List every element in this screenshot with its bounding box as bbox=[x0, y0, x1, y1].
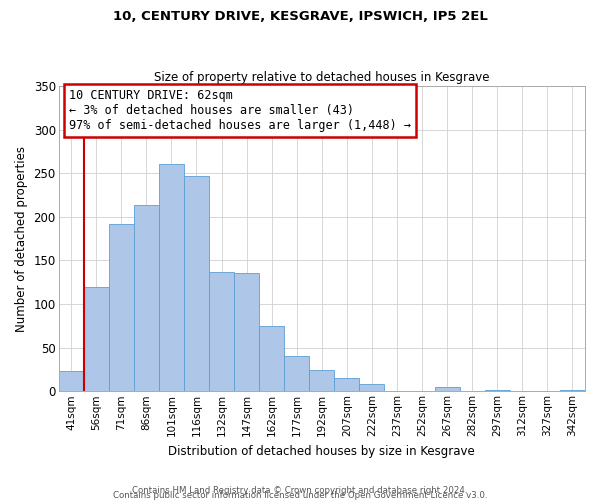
Bar bbox=[284, 356, 309, 392]
Bar bbox=[59, 371, 83, 392]
Y-axis label: Number of detached properties: Number of detached properties bbox=[15, 146, 28, 332]
X-axis label: Distribution of detached houses by size in Kesgrave: Distribution of detached houses by size … bbox=[169, 444, 475, 458]
Bar bbox=[359, 384, 385, 392]
Bar bbox=[485, 390, 510, 392]
Bar bbox=[309, 370, 334, 392]
Bar bbox=[134, 204, 159, 392]
Bar bbox=[83, 286, 109, 392]
Text: Contains HM Land Registry data © Crown copyright and database right 2024.: Contains HM Land Registry data © Crown c… bbox=[132, 486, 468, 495]
Bar bbox=[109, 224, 134, 392]
Bar bbox=[159, 164, 184, 392]
Bar bbox=[209, 272, 234, 392]
Text: 10, CENTURY DRIVE, KESGRAVE, IPSWICH, IP5 2EL: 10, CENTURY DRIVE, KESGRAVE, IPSWICH, IP… bbox=[113, 10, 487, 23]
Bar bbox=[560, 390, 585, 392]
Bar bbox=[434, 387, 460, 392]
Bar bbox=[334, 378, 359, 392]
Text: Contains public sector information licensed under the Open Government Licence v3: Contains public sector information licen… bbox=[113, 491, 487, 500]
Bar bbox=[184, 176, 209, 392]
Bar bbox=[234, 272, 259, 392]
Bar bbox=[259, 326, 284, 392]
Text: 10 CENTURY DRIVE: 62sqm
← 3% of detached houses are smaller (43)
97% of semi-det: 10 CENTURY DRIVE: 62sqm ← 3% of detached… bbox=[69, 89, 411, 132]
Title: Size of property relative to detached houses in Kesgrave: Size of property relative to detached ho… bbox=[154, 70, 490, 84]
